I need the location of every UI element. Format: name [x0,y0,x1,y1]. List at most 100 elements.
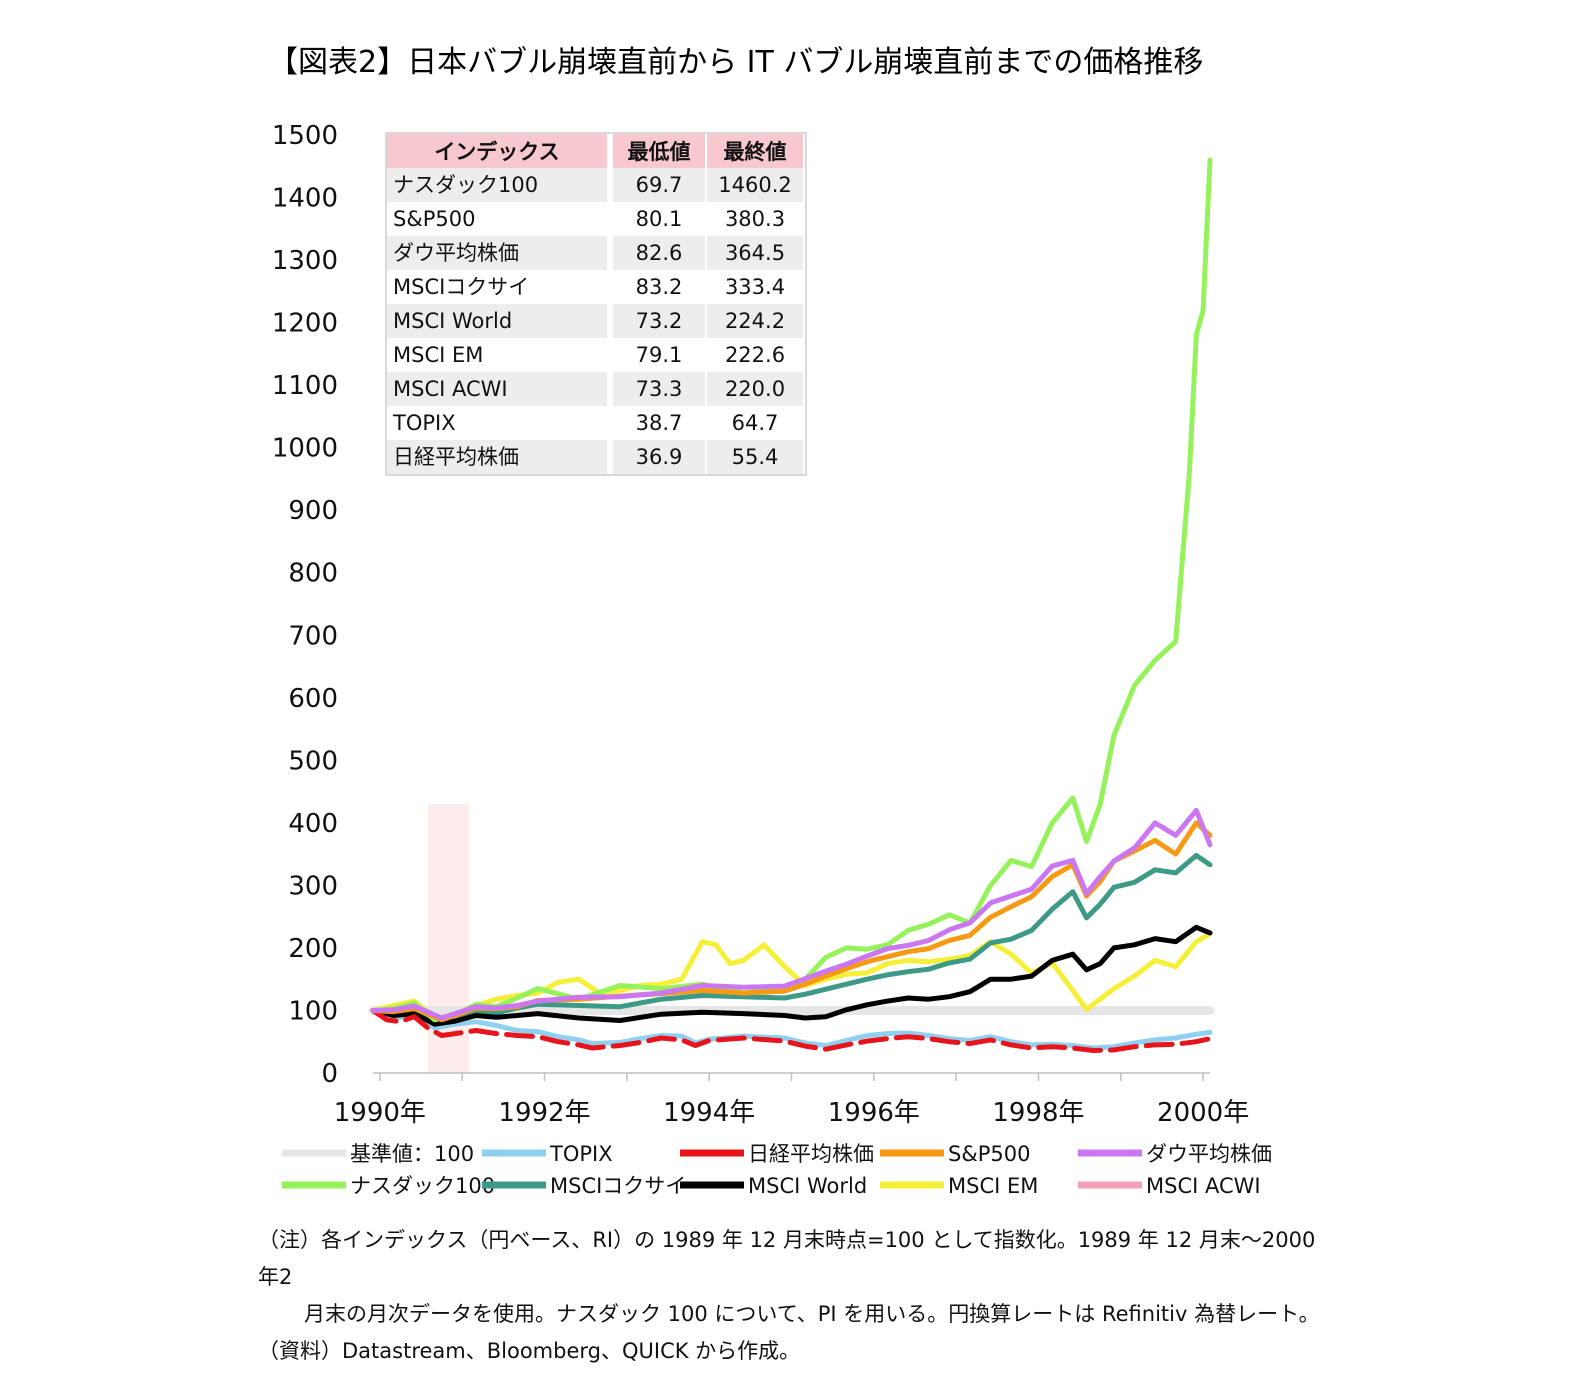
table-cell-text: 38.7 [636,411,683,435]
series-line-4 [370,807,1213,1021]
y-tick-label: 200 [288,934,338,964]
table-cell-text: 224.2 [725,309,785,333]
table-cell [613,440,705,474]
y-tick-label: 500 [288,746,338,776]
y-tick-label: 700 [288,621,338,651]
y-tick-label: 1500 [272,121,338,151]
legend-label: MSCI ACWI [1146,1174,1261,1198]
table-cell [613,338,705,372]
table-cell-text: 80.1 [636,207,683,231]
table-cell-text: MSCI ACWI [393,377,508,401]
y-tick-label: 1000 [272,434,338,464]
table-cell [387,168,607,202]
y-tick-label: 800 [288,559,338,589]
legend-label: MSCIコクサイ [550,1174,686,1198]
table-cell-text: 220.0 [725,377,785,401]
x-tick-label: 1998年 [992,1098,1084,1128]
y-tick-label: 100 [288,996,338,1026]
y-tick-label: 1200 [272,309,338,339]
table-cell [387,202,607,236]
table-cell-text: 55.4 [732,445,779,469]
series-line-6 [370,852,1213,1025]
table-cell-text: 36.9 [636,445,683,469]
y-tick-label: 600 [288,684,338,714]
table-header-cell [613,134,705,168]
table-cell [707,372,803,406]
table-cell [387,406,607,440]
table-cell-text: 82.6 [636,241,683,265]
table-cell-text: 73.2 [636,309,683,333]
table-cell-text: MSCI World [393,309,512,333]
table-cell-text: ダウ平均株価 [393,241,519,265]
legend-label: MSCI World [748,1174,867,1198]
table-cell-text: 69.7 [636,173,683,197]
table-border [385,132,807,476]
table-cell [613,372,705,406]
table-cell [613,406,705,440]
table-cell [707,202,803,236]
y-tick-label: 1400 [272,184,338,214]
table-cell [707,304,803,338]
table-header-cell [707,134,803,168]
x-tick-label: 1994年 [663,1098,755,1128]
table-cell-text: MSCIコクサイ [393,275,529,299]
table-cell [387,440,607,474]
table-cell [387,270,607,304]
x-tick-label: 2000年 [1157,1098,1249,1128]
series-line-7 [370,924,1213,1027]
series-line-3 [370,820,1213,1023]
table-cell [387,304,607,338]
table-cell [613,304,705,338]
chart-title: 【図表2】日本バブル崩壊直前から IT バブル崩壊直前までの価格推移 [268,45,1203,80]
note-line-1: （注）各インデックス（円ベース、RI）の 1989 年 12 月末時点=100 … [258,1228,1316,1289]
table-cell-text: 64.7 [732,411,779,435]
table-cell-text: 380.3 [725,207,785,231]
legend-label: MSCI EM [948,1174,1038,1198]
table-header-text: インデックス [434,140,559,164]
y-tick-label: 900 [288,496,338,526]
table-cell-text: 364.5 [725,241,785,265]
series-line-2 [370,1008,1213,1053]
legend-label: S&P500 [948,1142,1030,1166]
table-cell [707,168,803,202]
x-tick-label: 1996年 [828,1098,920,1128]
table-cell-text: TOPIX [392,411,456,435]
series-line-5 [370,157,1213,1023]
table-cell [387,236,607,270]
legend-label: 基準値：100 [350,1142,474,1166]
table-header-text: 最終値 [724,140,787,164]
legend-label: TOPIX [549,1142,613,1166]
table-cell [707,338,803,372]
legend-label: ダウ平均株価 [1146,1142,1272,1166]
table-cell [613,236,705,270]
x-tick-label: 1990年 [334,1098,426,1128]
table-cell [613,270,705,304]
table-cell-text: 1460.2 [718,173,791,197]
notes: （注）各インデックス（円ベース、RI）の 1989 年 12 月末時点=100 … [258,1222,1338,1370]
table-cell-text: ナスダック100 [393,173,538,197]
table-header-cell [387,134,607,168]
x-tick-label: 1992年 [498,1098,590,1128]
table-cell [707,270,803,304]
table-cell-text: 73.3 [636,377,683,401]
table-cell [707,440,803,474]
y-tick-label: 1300 [272,246,338,276]
table-cell-text: 79.1 [636,343,683,367]
y-tick-label: 0 [321,1059,338,1089]
table-header-text: 最低値 [628,140,691,164]
y-tick-label: 1100 [272,371,338,401]
y-tick-label: 400 [288,809,338,839]
table-cell [613,168,705,202]
note-line-2: 月末の月次データを使用。ナスダック 100 について、PI を用いる。円換算レー… [304,1302,1320,1326]
note-line-3: （資料）Datastream、Bloomberg、QUICK から作成。 [258,1339,801,1363]
table-cell [387,338,607,372]
table-cell-text: 333.4 [725,275,785,299]
table-cell [613,202,705,236]
table-cell-text: 83.2 [636,275,683,299]
table-cell [707,236,803,270]
legend-label: 日経平均株価 [748,1142,874,1166]
table-cell-text: 日経平均株価 [393,445,519,469]
y-tick-label: 300 [288,871,338,901]
table-cell [387,372,607,406]
